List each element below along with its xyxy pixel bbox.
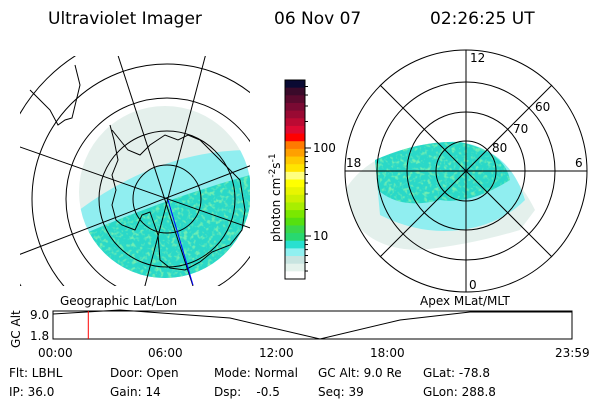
colorbar-band (285, 148, 305, 158)
date-label: 06 Nov 07 (274, 9, 361, 29)
dsp-info: Dsp: -0.5 (214, 385, 280, 399)
altitude-timeline[interactable]: GC Alt 9.0 1.8 00:00 06:00 12:00 18:00 2… (9, 308, 590, 360)
seq-info: Seq: 39 (318, 385, 364, 399)
colorbar-band (285, 179, 305, 188)
colorbar-band (285, 141, 305, 150)
timeline-ytick-max: 9.0 (30, 308, 49, 322)
colorbar-band (285, 171, 305, 180)
colorbar-band (285, 95, 305, 104)
colorbar-band (285, 80, 305, 89)
aurora-image-magnetic (345, 141, 535, 250)
colorbar-unit-exp2: -1 (268, 153, 278, 162)
colorbar-unit-text: photon cm (269, 178, 283, 242)
glon-info: GLon: 288.8 (423, 385, 496, 399)
colorbar-unit-s: s (269, 162, 283, 168)
gain-info: Gain: 14 (110, 385, 161, 399)
map-grid (20, 56, 250, 286)
mlat-label-60: 60 (535, 100, 550, 114)
mlt-label-12: 12 (470, 51, 485, 65)
timeline-xtick: 18:00 (370, 346, 405, 360)
mode-info: Mode: Normal (214, 366, 298, 380)
timeline-axis-label: GC Alt (9, 310, 23, 348)
colorbar-band (285, 87, 305, 96)
colorbar-band (285, 133, 305, 142)
status-info: Flt: LBHL Door: Open Mode: Normal GC Alt… (9, 366, 496, 399)
instrument-title: Ultraviolet Imager (48, 9, 202, 29)
ip-info: IP: 36.0 (9, 385, 54, 399)
colorbar-band (285, 240, 305, 249)
door-info: Door: Open (110, 366, 179, 380)
magnetic-polar-map: 12 6 0 18 80 70 60 (344, 49, 588, 293)
colorbar-band (285, 110, 305, 119)
colorbar-band (285, 210, 305, 219)
polar-grid (344, 49, 588, 293)
colorbar-unit-exp1: -2 (268, 169, 278, 178)
colorbar-band (285, 233, 305, 242)
mlat-label-70: 70 (513, 122, 528, 136)
colorbar-band (285, 125, 305, 135)
colorbar-unit-label: photon cm-2s-1 (268, 153, 283, 242)
colorbar-band (285, 248, 305, 257)
timeline-xtick: 06:00 (148, 346, 183, 360)
colorbar-band (285, 102, 305, 112)
colorbar-band (285, 118, 305, 127)
colorbar: 100 10 photon cm-2s-1 (268, 79, 336, 280)
colorbar-band (285, 202, 305, 211)
colorbar-band (285, 256, 305, 265)
geographic-label: Geographic Lat/Lon (60, 294, 177, 308)
time-label: 02:26:25 UT (430, 9, 535, 29)
orbit-track (167, 199, 194, 286)
mlt-label-6: 6 (575, 156, 583, 170)
filter-info: Flt: LBHL (9, 366, 63, 380)
colorbar-band (285, 225, 305, 234)
glat-info: GLat: -78.8 (423, 366, 490, 380)
colorbar-band (285, 164, 305, 173)
colorbar-band (285, 263, 305, 272)
gc-alt-info: GC Alt: 9.0 Re (318, 366, 402, 380)
mlt-label-0: 0 (469, 278, 477, 292)
colorbar-band (285, 156, 305, 165)
timeline-ytick-min: 1.8 (30, 329, 49, 343)
colorbar-band (285, 194, 305, 203)
mlat-label-80: 80 (492, 141, 507, 155)
mlt-label-18: 18 (346, 156, 361, 170)
timeline-xtick: 12:00 (259, 346, 294, 360)
colorbar-band (285, 271, 305, 280)
timeline-xtick: 00:00 (38, 346, 73, 360)
colorbar-band (285, 217, 305, 226)
apex-label: Apex MLat/MLT (420, 294, 510, 308)
timeline-xtick: 23:59 (555, 346, 590, 360)
colorbar-band (285, 187, 305, 196)
colorbar-tick-10: 10 (313, 229, 328, 243)
colorbar-tick-100: 100 (313, 141, 336, 155)
